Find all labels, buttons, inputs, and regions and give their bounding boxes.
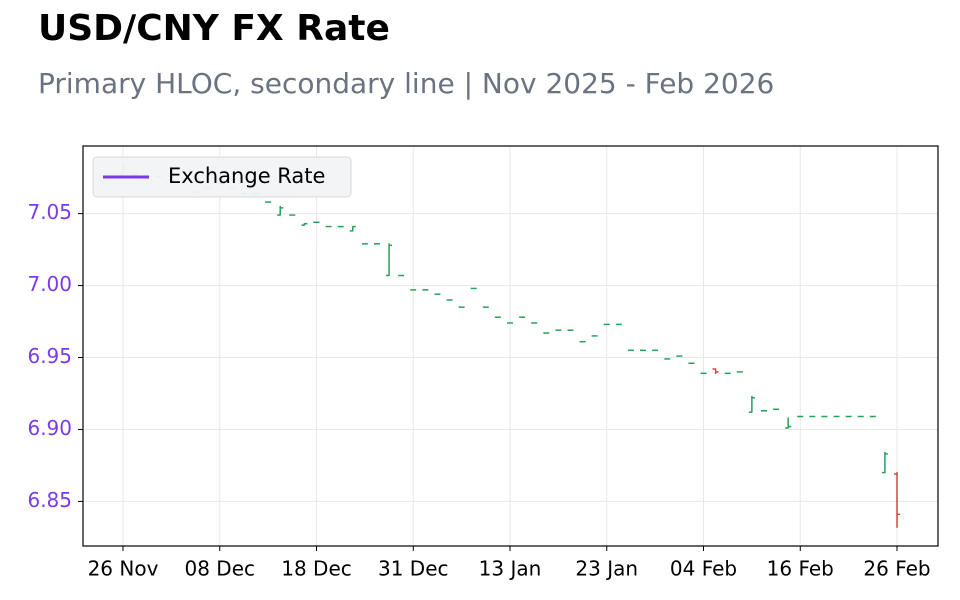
x-tick-label: 16 Feb: [767, 557, 834, 581]
x-tick-label: 26 Feb: [863, 557, 930, 581]
chart-subtitle: Primary HLOC, secondary line | Nov 2025 …: [38, 67, 774, 100]
plot-frame: [82, 145, 939, 547]
legend-box: [92, 156, 352, 198]
x-tick-label: 31 Dec: [378, 557, 449, 581]
y-tick-label: 6.95: [27, 344, 72, 368]
x-tick-label: 13 Jan: [479, 557, 542, 581]
x-tick-label: 18 Dec: [281, 557, 352, 581]
x-tick-label: 23 Jan: [575, 557, 638, 581]
x-tick-label: 26 Nov: [88, 557, 159, 581]
y-tick-label: 6.90: [27, 416, 72, 440]
y-tick-label: 7.05: [27, 200, 72, 224]
y-tick-label: 7.00: [27, 272, 72, 296]
x-tick-label: 08 Dec: [184, 557, 255, 581]
chart-title: USD/CNY FX Rate: [38, 8, 390, 49]
y-tick-label: 6.85: [27, 488, 72, 512]
x-tick-label: 04 Feb: [670, 557, 737, 581]
legend-label: Exchange Rate: [168, 164, 325, 188]
